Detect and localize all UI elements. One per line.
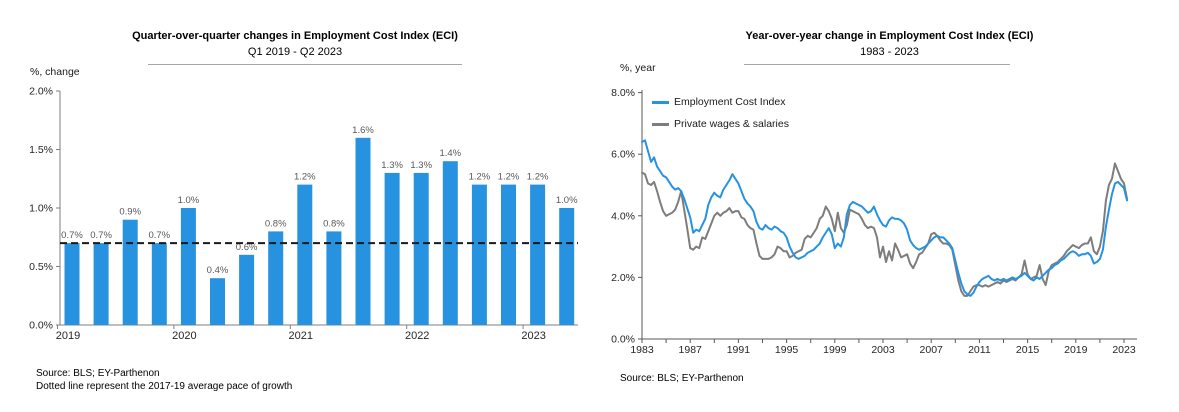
bar-chart-title: Quarter-over-quarter changes in Employme… <box>132 30 458 42</box>
x-axis-year-label: 2003 <box>871 344 895 356</box>
y-axis-tick-label: 0.5% <box>29 261 53 273</box>
line-chart-plot: 8.0% 6.0% 4.0% 2.0% 0.0%1983 1987 1991 1995 1999… <box>611 87 1137 356</box>
bar <box>530 184 546 325</box>
y-axis-tick-label: 1.5% <box>29 144 53 156</box>
bar <box>413 172 429 325</box>
bar-value-label: 1.2% <box>527 172 549 183</box>
x-axis-year-label: 1987 <box>679 344 703 356</box>
bar-value-label: 1.2% <box>294 172 316 183</box>
bar <box>210 278 225 325</box>
bar <box>471 184 487 325</box>
line-chart-source-note: Source: BLS; EY-Parthenon <box>620 372 744 385</box>
line-chart-title: Year-over-year change in Employment Cost… <box>745 30 1034 42</box>
bar <box>93 243 109 325</box>
bar <box>151 243 167 325</box>
bar-value-label: 0.7% <box>90 230 112 241</box>
bar-value-label: 0.9% <box>119 207 141 218</box>
title-divider-line <box>744 64 1010 65</box>
y-axis-tick-label: 1.0% <box>29 203 53 215</box>
qoq-bar-chart-panel: Quarter-over-quarter changes in Employme… <box>29 30 578 393</box>
source-line: Source: BLS; EY-Parthenon <box>36 368 160 379</box>
bar-value-label: 1.3% <box>381 160 403 171</box>
bar <box>180 208 196 325</box>
bar-value-label: 1.0% <box>178 195 200 206</box>
title-divider-line <box>148 64 462 65</box>
bar-chart-y-unit-label: %, change <box>30 66 80 78</box>
x-axis-year-label: 2020 <box>172 330 196 342</box>
bar-value-label: 0.7% <box>148 230 170 241</box>
bar <box>239 254 255 325</box>
bar <box>559 208 575 325</box>
bar-chart-subtitle: Q1 2019 - Q2 2023 <box>247 46 343 58</box>
line-chart-subtitle: 1983 - 2023 <box>860 46 919 58</box>
x-axis-year-label: 2023 <box>521 330 545 342</box>
bar <box>122 219 138 325</box>
x-axis-year-label: 2022 <box>405 330 429 342</box>
bar <box>268 231 284 325</box>
line-chart-y-unit-label: %, year <box>620 62 656 74</box>
bar-chart-plot: 2.0% 1.5% 1.0% 0.5% 0.0% 0.7% 0.7% 0.9% 0.7% 1.0%… <box>29 86 578 343</box>
bar-value-label: 1.6% <box>352 125 374 136</box>
bar-value-label: 1.4% <box>439 148 461 159</box>
private-wages-line <box>641 162 1129 297</box>
x-axis-year-label: 2023 <box>1112 344 1136 356</box>
bar-value-label: 0.8% <box>265 218 287 229</box>
x-axis-year-label: 1995 <box>775 344 799 356</box>
y-axis-tick-label: 0.0% <box>29 320 53 332</box>
source-line: Source: BLS; EY-Parthenon <box>620 373 744 384</box>
eci-line-swatch <box>652 100 669 104</box>
legend-label-wages: Private wages & salaries <box>674 118 789 130</box>
y-axis-tick-label: 2.0% <box>29 86 53 98</box>
x-axis-year-label: 2021 <box>289 330 313 342</box>
legend-item-wages: Private wages & salaries <box>652 117 789 131</box>
line-chart-legend: Employment Cost Index Private wages & sa… <box>652 95 789 139</box>
bar <box>384 172 400 325</box>
x-axis-year-label: 2011 <box>968 344 991 356</box>
x-axis-year-label: 2015 <box>1016 344 1040 356</box>
y-axis-tick-label: 0.0% <box>611 334 635 346</box>
bar-value-label: 0.7% <box>61 230 83 241</box>
y-axis-tick-label: 6.0% <box>611 149 635 161</box>
bar-value-label: 0.4% <box>207 265 229 276</box>
bar-chart-source-note: Source: BLS; EY-Parthenon Dotted line re… <box>36 367 292 393</box>
bar <box>326 231 342 325</box>
y-axis-tick-label: 2.0% <box>611 272 635 284</box>
bar <box>355 137 371 325</box>
x-axis-year-label: 2019 <box>56 330 80 342</box>
footnote-line: Dotted line represent the 2017-19 averag… <box>36 381 293 392</box>
bar-value-label: 1.2% <box>469 172 491 183</box>
x-axis-year-label: 1999 <box>823 344 847 356</box>
x-axis-year-label: 2019 <box>1064 344 1088 356</box>
eci-line <box>641 139 1129 297</box>
bar-value-label: 0.6% <box>236 242 258 253</box>
bar <box>64 243 80 325</box>
bar-value-label: 1.2% <box>498 172 520 183</box>
wages-line-swatch <box>652 122 669 126</box>
bar <box>297 184 313 325</box>
x-axis-year-label: 1983 <box>630 344 654 356</box>
yoy-line-chart-panel: Year-over-year change in Employment Cost… <box>600 0 1179 412</box>
bar-value-label: 1.3% <box>410 160 432 171</box>
x-axis-year-label: 1991 <box>727 344 751 356</box>
y-axis-tick-label: 4.0% <box>611 210 635 222</box>
legend-label-eci: Employment Cost Index <box>674 96 786 108</box>
legend-item-eci: Employment Cost Index <box>652 95 789 109</box>
bar <box>501 184 516 325</box>
x-axis-year-label: 2007 <box>920 344 944 356</box>
bar-value-label: 0.8% <box>323 218 345 229</box>
bar-value-label: 1.0% <box>556 195 578 206</box>
y-axis-tick-label: 8.0% <box>611 87 635 99</box>
